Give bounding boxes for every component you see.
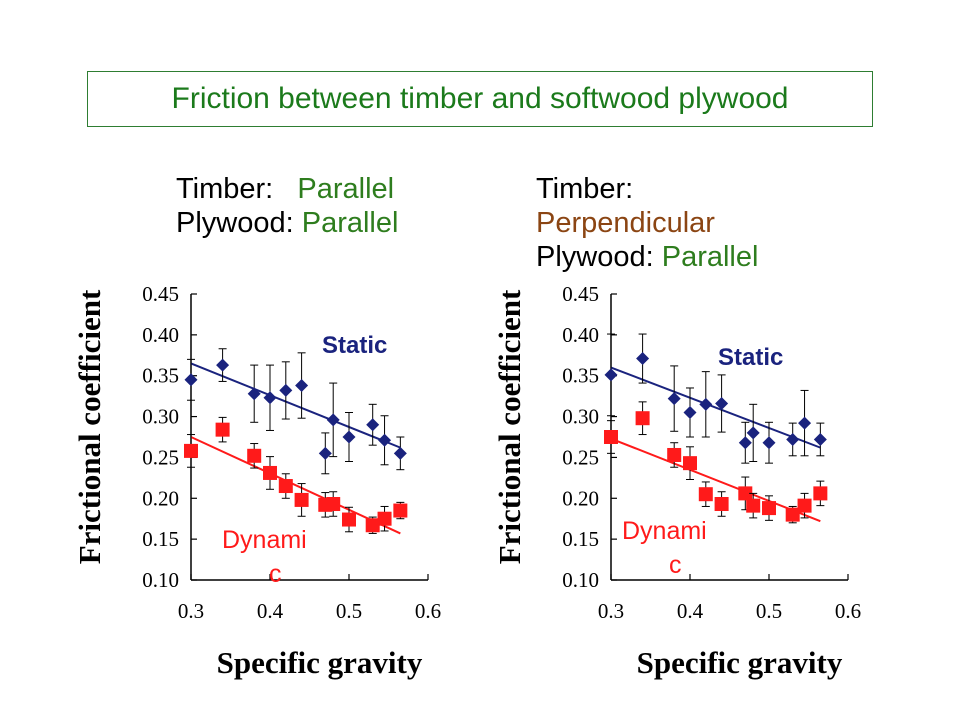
right-static-annotation: Static (718, 344, 783, 371)
right-static-point (746, 426, 760, 440)
right-y-tick-label: 0.35 (562, 364, 599, 388)
left-dynamic-point (393, 503, 408, 518)
left-dynamic-point (278, 479, 293, 494)
left-dynamic-point (365, 518, 380, 533)
condition-right-timber-label: Timber: (536, 173, 634, 205)
left-y-tick-label: 0.45 (142, 282, 179, 306)
condition-left-plywood-value: Parallel (301, 207, 399, 239)
condition-right-timber-value: Perpendicular (536, 207, 715, 239)
left-dynamic-point (342, 512, 356, 527)
right-x-tick-label: 0.6 (835, 599, 861, 623)
right-x-tick-label: 0.3 (598, 599, 624, 623)
left-y-tick-label: 0.30 (142, 405, 179, 429)
right-dynamic-point (698, 487, 713, 502)
right-dynamic-point (762, 501, 776, 516)
right-static-point (762, 436, 776, 450)
right-y-tick-label: 0.45 (562, 282, 599, 306)
condition-right: Timber: Perpendicular Plywood: Parallel (536, 172, 758, 274)
right-x-tick-label: 0.5 (756, 599, 782, 623)
right-dynamic-annotation: Dynami (622, 517, 707, 545)
right-dynamic-annotation: c (669, 551, 682, 579)
left-y-tick-label: 0.40 (142, 323, 179, 347)
left-static-point (247, 387, 261, 401)
left-y-tick-label: 0.10 (142, 568, 179, 592)
left-static-point (326, 413, 340, 427)
left-dynamic-point (326, 497, 341, 512)
left-dynamic-annotation: Dynami (222, 526, 307, 554)
left-dynamic-point (263, 465, 277, 480)
left-static-point (378, 433, 392, 447)
left-x-tick-label: 0.3 (178, 599, 204, 623)
right-static-fit-line (610, 366, 821, 449)
right-x-axis-label: Specific gravity (637, 645, 843, 680)
left-y-tick-label: 0.15 (142, 527, 179, 551)
left-dynamic-point (184, 443, 198, 458)
right-static-point (683, 405, 697, 419)
left-static-point (393, 446, 407, 460)
right-y-tick-label: 0.30 (562, 405, 599, 429)
left-dynamic-point (294, 492, 309, 507)
left-static-point (279, 383, 293, 397)
chart-parallel: 0.10 0.15 0.20 0.25 0.30 0.35 0.40 0.45 0.3 0.4 0.… (72, 282, 441, 680)
left-x-tick-label: 0.5 (336, 599, 362, 623)
left-static-point (342, 430, 356, 444)
left-static-annotation: Static (322, 332, 387, 359)
condition-left-plywood-label: Plywood: (176, 207, 294, 239)
slide-title: Friction between timber and softwood ply… (87, 71, 873, 127)
right-y-tick-label: 0.10 (562, 568, 599, 592)
condition-left-timber-value: Parallel (297, 173, 395, 205)
right-static-point (813, 432, 827, 446)
right-y-tick-label: 0.40 (562, 323, 599, 347)
chart-perpendicular: 0.10 0.15 0.20 0.25 0.30 0.35 0.40 0.45 0.3 0.4 0.… (492, 282, 861, 680)
left-dynamic-point (377, 511, 392, 526)
right-static-point (667, 392, 681, 406)
right-dynamic-point (635, 411, 650, 426)
right-y-tick-label: 0.25 (562, 445, 599, 469)
right-static-point (604, 368, 618, 382)
condition-left-timber-label: Timber: (176, 173, 274, 205)
left-static-point (366, 418, 380, 432)
right-dynamic-point (746, 498, 761, 513)
condition-right-plywood-label: Plywood: (536, 241, 654, 273)
right-dynamic-point (714, 497, 729, 512)
right-static-point (738, 436, 752, 450)
right-y-axis-label: Frictional coefficient (492, 289, 527, 564)
left-static-point (216, 358, 230, 372)
left-x-tick-label: 0.6 (415, 599, 441, 623)
right-dynamic-point (785, 507, 800, 522)
right-dynamic-fit-line (610, 437, 821, 523)
left-y-tick-label: 0.35 (142, 364, 179, 388)
left-static-point (263, 391, 277, 405)
right-dynamic-point (604, 430, 618, 444)
right-y-tick-label: 0.20 (562, 486, 599, 510)
right-dynamic-point (738, 486, 753, 501)
left-y-tick-label: 0.20 (142, 486, 179, 510)
left-static-fit-line (190, 362, 401, 449)
left-dynamic-fit-line (190, 436, 401, 535)
right-static-point (715, 396, 729, 410)
left-static-point (295, 379, 309, 393)
condition-right-plywood-value: Parallel (661, 241, 759, 273)
slide-title-text: Friction between timber and softwood ply… (171, 82, 789, 115)
left-static-point (318, 446, 332, 460)
right-dynamic-point (813, 486, 828, 501)
right-dynamic-point (797, 498, 812, 513)
right-dynamic-point (667, 447, 682, 462)
left-dynamic-point (215, 422, 230, 437)
left-static-point (184, 373, 198, 387)
left-y-axis-label: Frictional coefficient (72, 289, 107, 564)
left-x-tick-label: 0.4 (257, 599, 284, 623)
left-y-tick-label: 0.25 (142, 445, 179, 469)
right-static-point (699, 397, 713, 411)
right-x-tick-label: 0.4 (677, 599, 704, 623)
right-static-point (786, 432, 800, 446)
left-x-axis-label: Specific gravity (217, 645, 423, 680)
left-dynamic-annotation: c (269, 560, 282, 588)
left-dynamic-point (247, 448, 262, 463)
right-y-tick-label: 0.15 (562, 527, 599, 551)
right-static-point (636, 352, 650, 366)
condition-left: Timber: Parallel Plywood: Parallel (176, 172, 398, 240)
right-dynamic-point (683, 456, 697, 471)
right-static-point (798, 416, 812, 430)
